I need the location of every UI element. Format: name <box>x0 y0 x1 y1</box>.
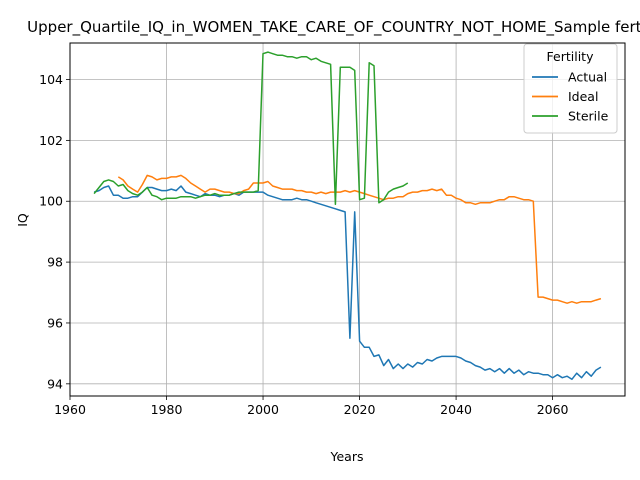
x-axis-label: Years <box>330 449 364 464</box>
plot-frame <box>69 42 626 397</box>
x-tick-label: 2040 <box>440 402 472 417</box>
y-tick-label: 94 <box>47 376 63 391</box>
series-lines <box>93 51 602 381</box>
legend: Fertility Actual Ideal Sterile <box>523 43 618 134</box>
series-line-actual <box>93 185 602 381</box>
y-tick-label: 98 <box>47 255 63 270</box>
legend-label-ideal: Ideal <box>568 89 598 104</box>
legend-title: Fertility <box>547 49 595 64</box>
series-line-sterile <box>93 51 409 206</box>
x-tick-label: 2000 <box>247 402 279 417</box>
y-tick-label: 102 <box>39 133 63 148</box>
y-tick-label: 100 <box>39 194 63 209</box>
x-tick-label: 1980 <box>151 402 183 417</box>
y-axis-label: IQ <box>15 213 30 227</box>
legend-box <box>523 43 618 134</box>
y-tick-label: 96 <box>47 315 63 330</box>
x-tick-label: 1960 <box>54 402 86 417</box>
x-tick-label: 2060 <box>537 402 569 417</box>
chart-title: Upper_Quartile_IQ_in_WOMEN_TAKE_CARE_OF_… <box>27 18 640 37</box>
legend-label-actual: Actual <box>568 70 607 85</box>
legend-label-sterile: Sterile <box>568 109 609 124</box>
x-tick-label: 2020 <box>344 402 376 417</box>
axis-ticks: 1960 1980 2000 2020 2040 2060 94 96 98 100 102 104 <box>39 72 568 417</box>
y-tick-label: 104 <box>39 72 63 87</box>
